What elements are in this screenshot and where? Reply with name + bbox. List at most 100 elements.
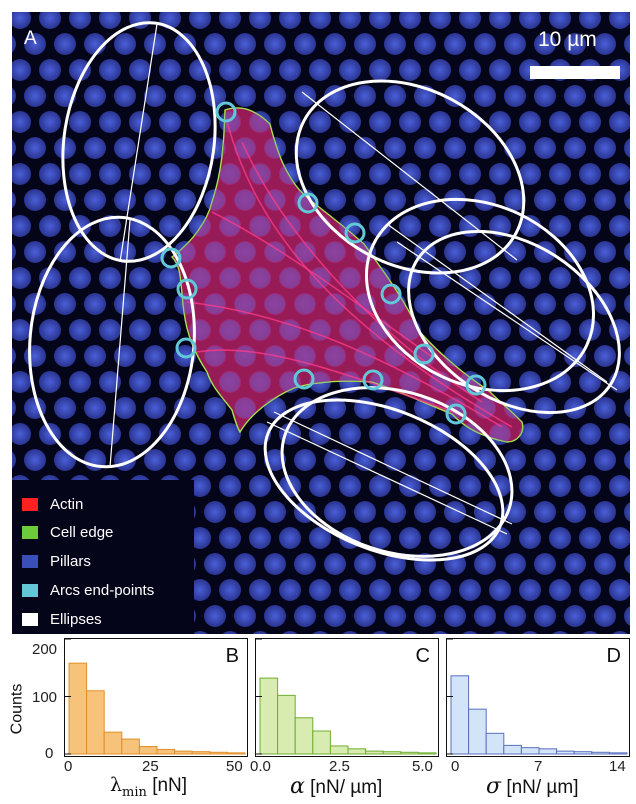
pillar: [354, 85, 376, 107]
cell-pillar: [265, 242, 285, 262]
cell-pillar: [280, 320, 300, 340]
pillar: [309, 12, 331, 29]
pillar: [54, 449, 76, 471]
panel-letter-d: D: [606, 645, 621, 667]
pillar: [12, 163, 31, 185]
pillar: [264, 501, 286, 523]
pillar: [609, 527, 630, 549]
pillar: [39, 319, 61, 341]
legend-swatch: [22, 554, 38, 568]
histogram-bar: [485, 732, 505, 755]
pillar: [99, 267, 121, 289]
pillar: [399, 215, 421, 237]
pillar: [534, 397, 556, 419]
pillar: [12, 111, 31, 133]
pillar: [264, 85, 286, 107]
legend-label: Pillars: [50, 552, 91, 570]
x-axis-label-d: σ [nN/ µm]: [486, 774, 579, 799]
pillar: [12, 423, 31, 445]
pillar: [279, 579, 301, 601]
pillar: [474, 553, 496, 575]
pillar: [84, 85, 106, 107]
pillar: [249, 475, 271, 497]
pillar: [159, 267, 181, 289]
pillar: [282, 631, 298, 634]
pillar: [342, 631, 358, 634]
pillar: [474, 241, 496, 263]
cell-pillar: [310, 216, 330, 236]
pillar: [99, 319, 121, 341]
cell-pillar: [295, 242, 315, 262]
pillar: [519, 267, 541, 289]
pillar: [12, 319, 31, 341]
legend-label: Arcs end-points: [50, 581, 155, 599]
pillar: [534, 501, 556, 523]
pillar: [234, 85, 256, 107]
panel-letter-a: A: [24, 28, 37, 49]
pillar: [204, 553, 226, 575]
pillar: [399, 12, 421, 29]
ellipse-axes: [109, 23, 618, 535]
pillar: [519, 527, 541, 549]
histogram-bar: [209, 751, 228, 755]
pillar: [429, 12, 451, 29]
pillar: [339, 475, 361, 497]
scale-bar-label: 10 µm: [538, 28, 597, 51]
pillar: [522, 631, 538, 634]
pillar: [69, 371, 91, 393]
pillar: [384, 33, 406, 55]
pillar: [24, 85, 46, 107]
pillar: [294, 85, 316, 107]
pillar: [249, 579, 271, 601]
pillar: [144, 33, 166, 55]
panel-letter-b: B: [225, 645, 239, 667]
pillar: [39, 111, 61, 133]
pillar: [174, 189, 196, 211]
pillar: [594, 605, 616, 627]
pillar: [444, 85, 466, 107]
legend-item-cell-edge: Cell edge: [22, 522, 113, 542]
pillar: [564, 605, 586, 627]
pillar: [429, 475, 451, 497]
pillar: [489, 111, 511, 133]
pillar: [12, 35, 16, 53]
pillar: [564, 33, 586, 55]
pillar: [99, 111, 121, 133]
pillar: [339, 579, 361, 601]
pillar: [324, 449, 346, 471]
pillar: [114, 345, 136, 367]
pillar: [372, 631, 388, 634]
pillar: [144, 137, 166, 159]
pillar: [579, 527, 601, 549]
pillar: [459, 111, 481, 133]
pillar: [294, 33, 316, 55]
pillar: [579, 423, 601, 445]
histogram-c: C: [255, 638, 439, 757]
cell-pillar: [250, 164, 270, 184]
pillar: [234, 553, 256, 575]
pillar: [594, 449, 616, 471]
arc-endpoint-markers: [160, 101, 487, 425]
pillar: [579, 475, 601, 497]
pillar: [12, 12, 31, 29]
histogram-b-bars: [65, 639, 246, 755]
pillar: [429, 215, 451, 237]
pillar: [324, 85, 346, 107]
legend-swatch: [22, 497, 38, 511]
pillar: [624, 554, 630, 574]
pillar: [414, 605, 436, 627]
pillar: [144, 293, 166, 315]
pillar: [474, 189, 496, 211]
pillar: [12, 451, 16, 469]
pillar: [594, 241, 616, 263]
cell-pillar: [220, 372, 240, 392]
pillar: [279, 527, 301, 549]
histogram-c-bars: [256, 639, 437, 755]
pillar: [354, 605, 376, 627]
pillar: [459, 267, 481, 289]
pillar: [69, 111, 91, 133]
pillar: [54, 241, 76, 263]
pillar: [12, 215, 31, 237]
pillar: [39, 163, 61, 185]
cell-pillar: [250, 268, 270, 288]
